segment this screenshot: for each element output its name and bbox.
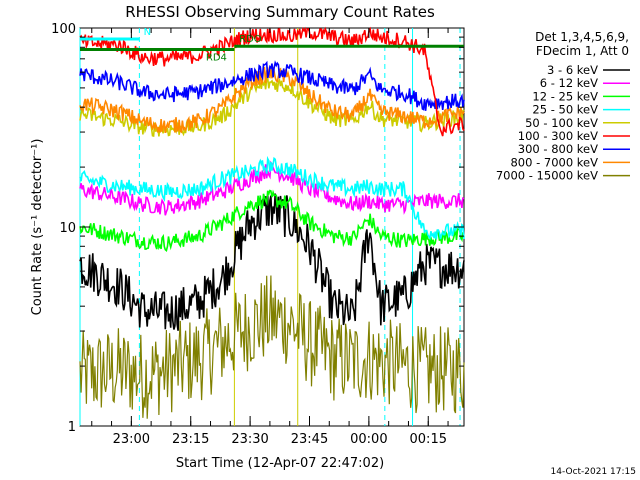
- legend-label: 50 - 100 keV: [525, 116, 598, 130]
- y-axis-label: Count Rate (s⁻¹ detector⁻¹): [30, 139, 45, 316]
- annotations: N RD4 RDO: [80, 27, 464, 63]
- legend-label: 6 - 12 keV: [540, 76, 598, 90]
- legend-header-line-2: FDecim 1, Att 0: [536, 44, 629, 58]
- series-line-3-6-kev: [79, 193, 465, 331]
- y-tick-label: 100: [51, 22, 76, 37]
- x-tick-label: 00:00: [350, 432, 387, 447]
- y-tick-label: 10: [59, 221, 76, 236]
- legend-header-line-1: Det 1,3,4,5,6,9,: [535, 30, 629, 44]
- legend-label: 800 - 7000 keV: [510, 155, 598, 169]
- axes: 1 10 100 23:00 23:15 23:30 23:45 00:00 00:15 Co…: [30, 22, 464, 471]
- legend: Det 1,3,4,5,6,9, FDecim 1, Att 0 3 - 6 k…: [496, 30, 630, 183]
- x-ticks: 23:00 23:15 23:30 23:45 00:00 00:15: [91, 28, 449, 447]
- chart-title: RHESSI Observing Summary Count Rates: [125, 3, 435, 21]
- series-line-12-25-kev: [79, 189, 465, 253]
- x-tick-label: 00:15: [410, 432, 447, 447]
- y-tick-label: 1: [68, 420, 76, 435]
- legend-label: 7000 - 15000 keV: [496, 169, 598, 183]
- series-lines: [79, 26, 465, 419]
- legend-label: 300 - 800 keV: [518, 142, 598, 156]
- x-tick-label: 23:45: [291, 432, 328, 447]
- x-tick-label: 23:00: [113, 432, 150, 447]
- plot-area: N RD4 RDO: [79, 26, 465, 427]
- legend-label: 25 - 50 keV: [532, 103, 598, 117]
- annotation-label-rdo: RDO: [239, 34, 262, 45]
- series-line-300-800-kev: [79, 60, 465, 111]
- x-tick-label: 23:15: [172, 432, 209, 447]
- series-line-6-12-kev: [79, 160, 465, 216]
- series-line-7000-15000-kev: [79, 275, 465, 419]
- legend-label: 100 - 300 keV: [518, 129, 598, 143]
- legend-label: 3 - 6 keV: [547, 63, 598, 77]
- x-axis-label: Start Time (12-Apr-07 22:47:02): [176, 456, 384, 471]
- series-line-25-50-kev: [79, 155, 465, 241]
- footer-timestamp: 14-Oct-2021 17:15: [551, 467, 636, 477]
- y-ticks: 1 10 100: [51, 22, 464, 435]
- annotation-label-rd4: RD4: [206, 52, 227, 63]
- series-line-800-7000-kev: [79, 66, 465, 134]
- annotation-label-n: N: [144, 27, 151, 38]
- x-tick-label: 23:30: [231, 432, 268, 447]
- legend-label: 12 - 25 keV: [532, 89, 598, 103]
